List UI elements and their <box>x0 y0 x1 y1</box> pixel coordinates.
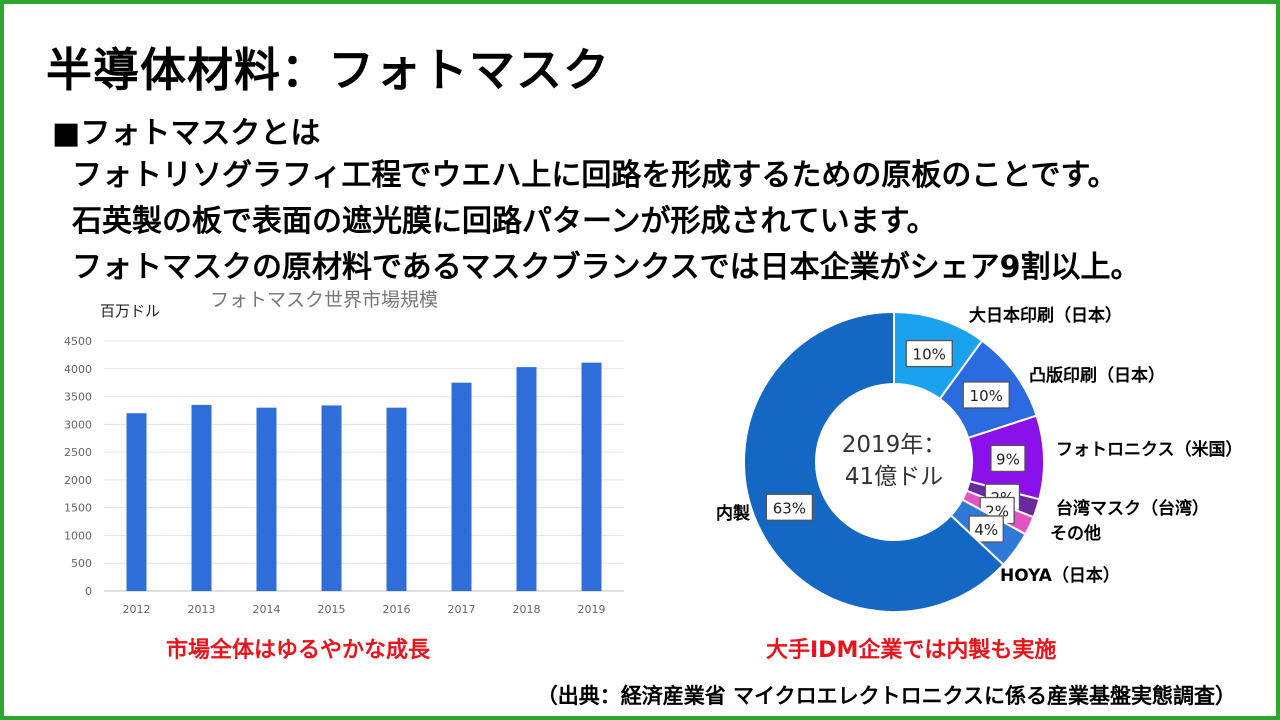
bar-2014 <box>256 407 277 591</box>
y-tick-label: 4500 <box>64 335 92 348</box>
slice-value-label: 9% <box>996 450 1020 468</box>
x-tick-label: 2017 <box>448 603 476 616</box>
x-tick-label: 2014 <box>253 603 281 616</box>
slice-name-label: 大日本印刷（日本） <box>969 305 1122 326</box>
slice-value-label: 10% <box>913 346 946 364</box>
bar-chart-title: フォトマスク世界市場規模 <box>210 289 438 311</box>
slice-label-box <box>990 444 1026 473</box>
slice-name-label: 凸版印刷（日本） <box>1029 365 1165 386</box>
body-line-3: フォトマスクの原材料であるマスクブランクスでは日本企業がシェア9割以上。 <box>72 250 1141 285</box>
y-tick-label: 2500 <box>64 446 92 459</box>
bar-2012 <box>126 413 147 591</box>
bar-chart: 百万ドル フォトマスク世界市場規模 0 500 1000 1500 2000 2500 3000… <box>64 289 624 616</box>
y-tick-label: 1000 <box>64 529 92 542</box>
donut-chart: 10%大日本印刷（日本）10%凸版印刷（日本）9%フォトロニクス（米国）2%台湾… <box>716 305 1243 613</box>
x-tick-label: 2016 <box>383 603 411 616</box>
x-tick-label: 2015 <box>318 603 346 616</box>
x-tick-label: 2012 <box>123 603 151 616</box>
slice-value-label: 10% <box>970 387 1003 405</box>
donut-center-label-2: 41億ドル <box>845 464 943 490</box>
bar-2015 <box>321 405 342 591</box>
y-tick-label: 0 <box>85 585 92 598</box>
slice-label-box <box>962 381 1010 409</box>
y-tick-label: 3500 <box>64 391 92 404</box>
slice-name-label: 台湾マスク（台湾） <box>1056 498 1209 519</box>
y-tick-label: 3000 <box>64 418 92 431</box>
slice-name-label: HOYA（日本） <box>1000 565 1120 586</box>
x-tick-label: 2019 <box>578 603 606 616</box>
y-tick-label: 2000 <box>64 474 92 487</box>
y-tick-label: 500 <box>71 557 92 570</box>
slice-label-box <box>968 515 1004 543</box>
x-tick-label: 2018 <box>513 603 541 616</box>
bar-2017 <box>451 382 472 591</box>
bar-chart-caption: 市場全体はゆるやかな成長 <box>166 638 431 663</box>
source-note: （出典：経済産業省 マイクロエレクトロニクスに係る産業基盤実態調査） <box>536 684 1236 708</box>
slice-label-box <box>905 339 953 368</box>
pie-chart-caption: 大手IDM企業では内製も実施 <box>766 638 1057 663</box>
bar-2019 <box>581 362 602 591</box>
slice-value-label: 63% <box>773 499 806 517</box>
bar-2013 <box>191 404 212 591</box>
slice-label-box <box>765 493 814 521</box>
section-heading: ■フォトマスクとは <box>52 116 321 151</box>
body-line-1: フォトリソグラフィ工程でウエハ上に回路を形成するための原板のことです。 <box>72 158 1118 193</box>
slide-title: 半導体材料：フォトマスク <box>46 43 610 97</box>
body-line-2: 石英製の板で表面の遮光膜に回路パターンが形成されています。 <box>72 204 937 239</box>
y-tick-label: 1500 <box>64 502 92 515</box>
donut-center-label-1: 2019年： <box>842 432 947 458</box>
y-axis-unit-label: 百万ドル <box>100 302 160 320</box>
slice-6 <box>743 310 1005 613</box>
slice-value-label: 4% <box>974 521 998 539</box>
x-tick-label: 2013 <box>188 603 216 616</box>
bar-2018 <box>516 367 537 591</box>
y-tick-label: 4000 <box>64 363 92 376</box>
slice-name-label: 内製 <box>716 503 750 524</box>
slice-name-label: フォトロニクス（米国） <box>1056 439 1243 460</box>
bar-2016 <box>386 407 407 591</box>
slice-name-label: その他 <box>1050 523 1101 544</box>
